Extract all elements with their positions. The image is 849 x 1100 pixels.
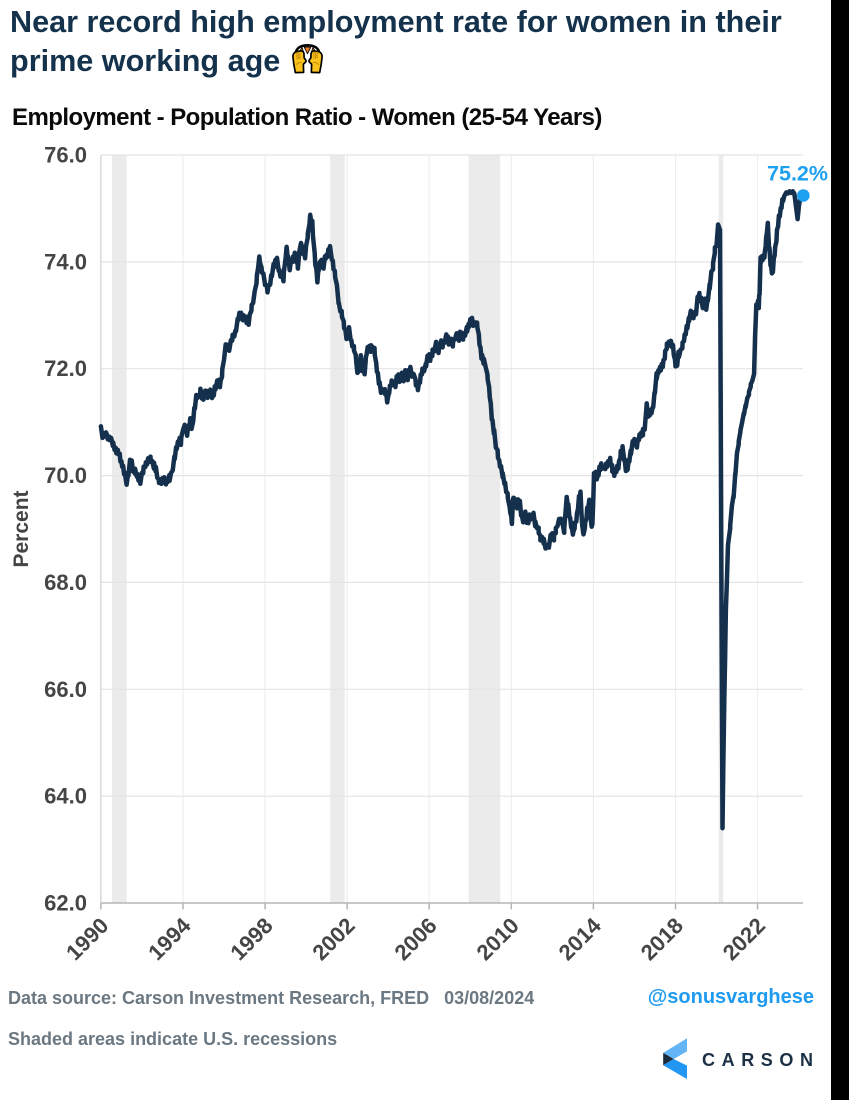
svg-text:Percent: Percent (10, 490, 33, 567)
svg-text:62.0: 62.0 (44, 891, 87, 916)
svg-text:70.0: 70.0 (44, 463, 87, 488)
svg-text:1990: 1990 (61, 913, 113, 965)
svg-text:75.2%: 75.2% (767, 162, 828, 186)
svg-text:2014: 2014 (554, 912, 607, 965)
svg-text:66.0: 66.0 (44, 677, 87, 702)
svg-text:2006: 2006 (389, 913, 441, 965)
svg-text:1998: 1998 (225, 913, 277, 965)
svg-text:1994: 1994 (143, 912, 196, 965)
svg-text:2018: 2018 (636, 913, 688, 965)
svg-text:2002: 2002 (307, 913, 359, 965)
svg-text:2022: 2022 (718, 913, 770, 965)
svg-text:74.0: 74.0 (44, 249, 87, 274)
svg-text:76.0: 76.0 (44, 143, 87, 168)
svg-text:64.0: 64.0 (44, 784, 87, 809)
svg-text:68.0: 68.0 (44, 570, 87, 595)
svg-text:2010: 2010 (472, 913, 524, 965)
svg-text:72.0: 72.0 (44, 356, 87, 381)
